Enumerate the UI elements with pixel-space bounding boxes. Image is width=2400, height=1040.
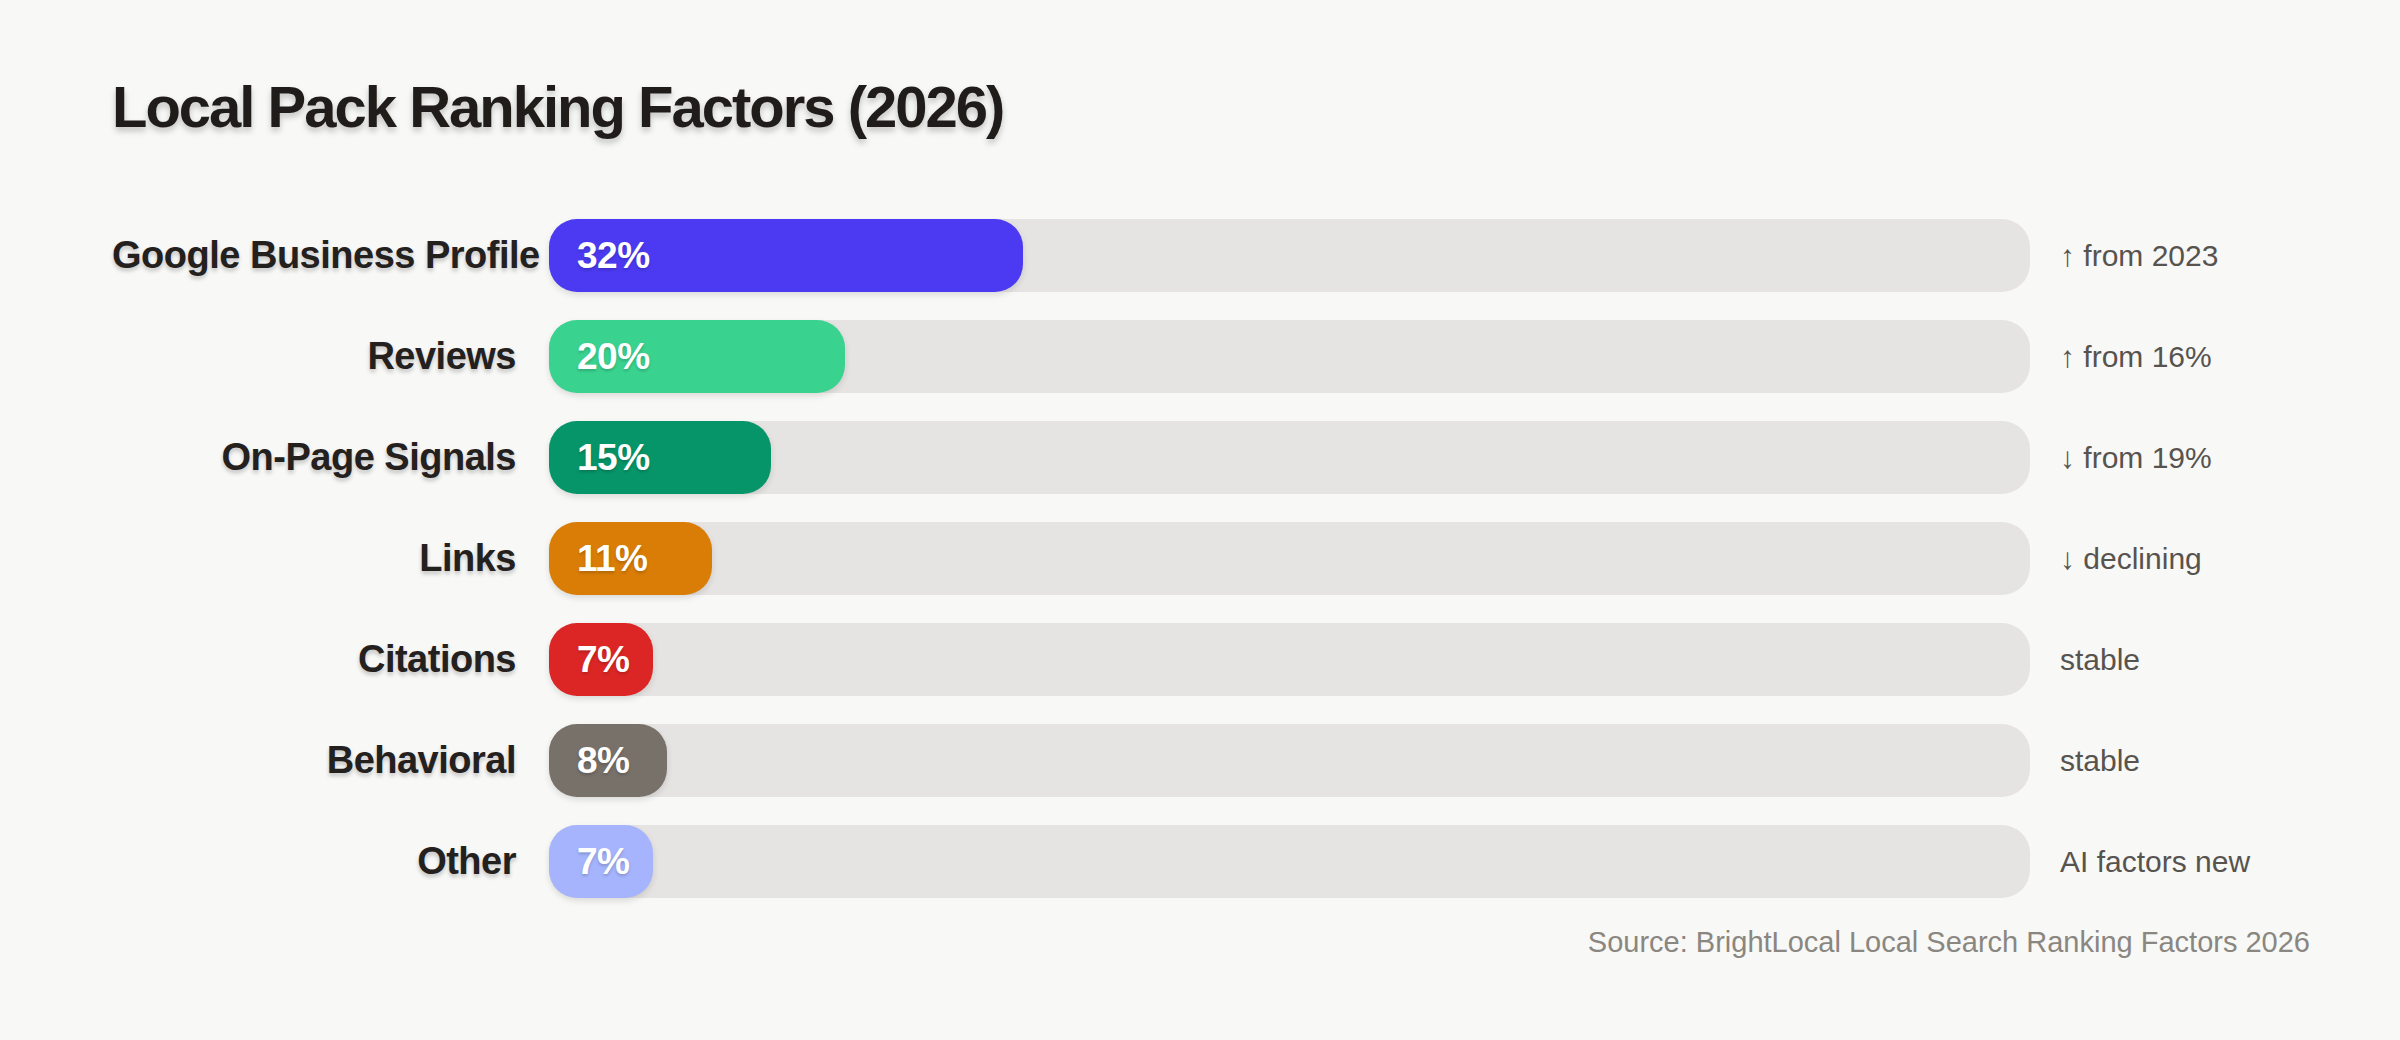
bar-track: 7% — [549, 825, 2030, 898]
bar-value-label: 15% — [549, 437, 650, 479]
bar-fill: 32% — [549, 219, 1023, 292]
bar-row: On-Page Signals 15% ↓ from 19% — [112, 421, 2310, 494]
row-label: On-Page Signals — [112, 436, 516, 479]
row-trend-note: ↑ from 2023 — [2060, 239, 2310, 273]
bar-row: Citations 7% stable — [112, 623, 2310, 696]
bar-fill: 7% — [549, 825, 653, 898]
bar-track: 15% — [549, 421, 2030, 494]
bar-track: 20% — [549, 320, 2030, 393]
row-label: Other — [112, 840, 516, 883]
bar-fill: 11% — [549, 522, 712, 595]
bar-value-label: 7% — [549, 639, 629, 681]
bar-track: 32% — [549, 219, 2030, 292]
row-trend-note: ↓ declining — [2060, 542, 2310, 576]
source-attribution: Source: BrightLocal Local Search Ranking… — [112, 926, 2310, 959]
bar-value-label: 32% — [549, 235, 650, 277]
bar-value-label: 11% — [549, 538, 648, 580]
row-trend-note: ↓ from 19% — [2060, 441, 2310, 475]
bar-track: 7% — [549, 623, 2030, 696]
chart-container: Local Pack Ranking Factors (2026) Google… — [0, 0, 2400, 1040]
bar-value-label: 20% — [549, 336, 650, 378]
bar-track: 8% — [549, 724, 2030, 797]
bar-track: 11% — [549, 522, 2030, 595]
bar-row: Behavioral 8% stable — [112, 724, 2310, 797]
bar-row: Google Business Profile 32% ↑ from 2023 — [112, 219, 2310, 292]
bar-fill: 8% — [549, 724, 667, 797]
bar-value-label: 8% — [549, 740, 629, 782]
chart-title: Local Pack Ranking Factors (2026) — [112, 72, 2310, 142]
row-label: Behavioral — [112, 739, 516, 782]
row-trend-note: AI factors new — [2060, 845, 2310, 879]
row-label: Citations — [112, 638, 516, 681]
row-label: Google Business Profile — [112, 234, 516, 277]
bar-fill: 20% — [549, 320, 845, 393]
bar-value-label: 7% — [549, 841, 629, 883]
row-label: Links — [112, 537, 516, 580]
bar-row: Reviews 20% ↑ from 16% — [112, 320, 2310, 393]
bar-fill: 7% — [549, 623, 653, 696]
row-trend-note: stable — [2060, 643, 2310, 677]
row-trend-note: ↑ from 16% — [2060, 340, 2310, 374]
bar-row: Links 11% ↓ declining — [112, 522, 2310, 595]
bar-rows: Google Business Profile 32% ↑ from 2023 … — [112, 219, 2310, 898]
bar-fill: 15% — [549, 421, 771, 494]
row-label: Reviews — [112, 335, 516, 378]
bar-row: Other 7% AI factors new — [112, 825, 2310, 898]
row-trend-note: stable — [2060, 744, 2310, 778]
